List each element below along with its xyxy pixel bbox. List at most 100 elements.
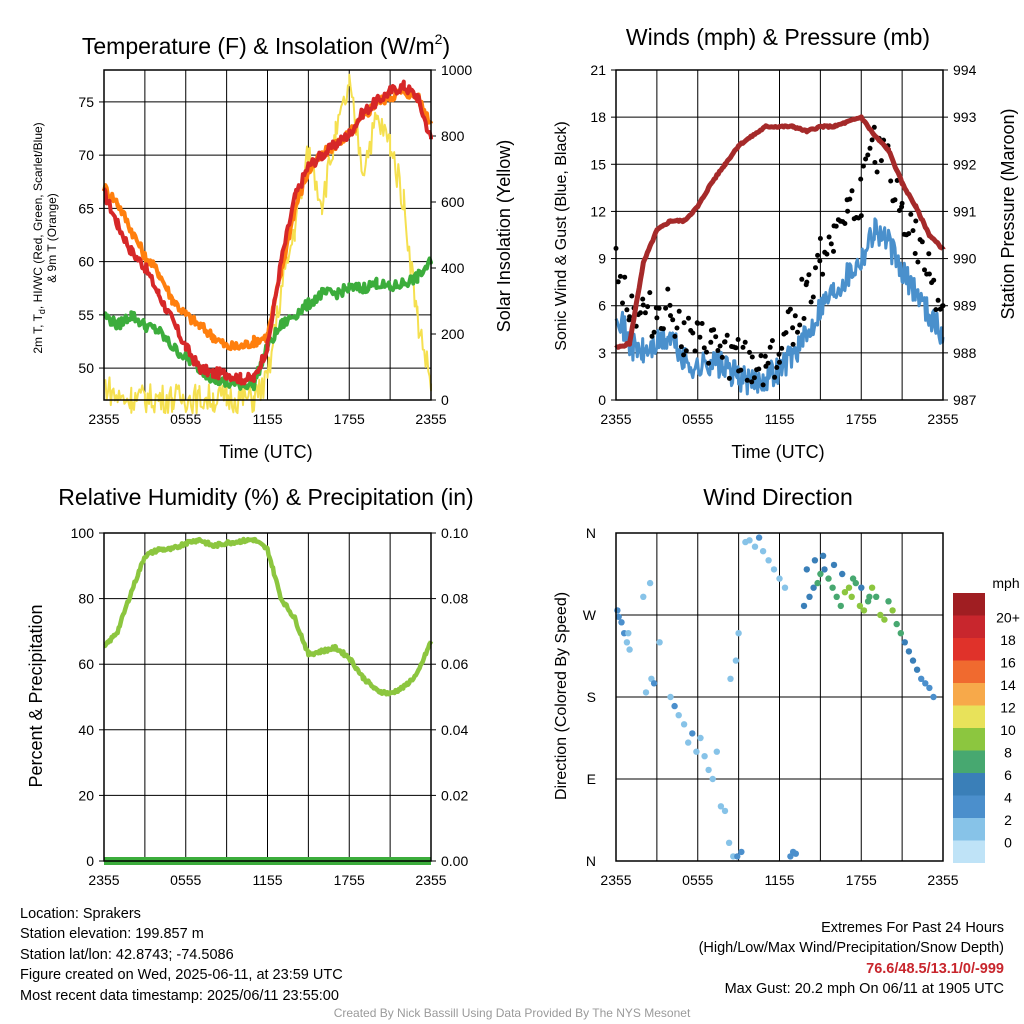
legend-label: 18 — [1000, 632, 1016, 648]
wind-gust-point — [860, 163, 866, 169]
temperature-ylabel-b: , HI/WC (Red, Green, Scarlet/Blue) — [31, 122, 45, 309]
direction-point — [735, 630, 742, 637]
humidity-panel: 2355 0555 1155 1755 2355 0 20 40 60 80 100 0.00 0.02… — [71, 525, 469, 888]
direction-tick-label: S — [587, 689, 596, 705]
temperature-ylabel-a: 2m T, T — [31, 313, 45, 353]
direction-point — [901, 639, 908, 646]
direction-point — [732, 657, 740, 664]
right-tick-label: 994 — [953, 62, 977, 78]
x-tick-label: 2355 — [927, 411, 958, 427]
x-tick-label: 0555 — [170, 872, 201, 888]
wind-gust-point — [711, 327, 717, 333]
direction-point — [701, 753, 708, 760]
temperature-xlabel: Time (UTC) — [219, 442, 312, 462]
x-tick-label: 1755 — [334, 872, 365, 888]
legend-swatch — [953, 750, 985, 773]
wind-gust-point — [892, 197, 898, 203]
wind-gust-point — [849, 188, 855, 194]
x-tick-label: 1755 — [846, 411, 877, 427]
right-tick-label: 0 — [441, 392, 449, 408]
left-tick-label: 55 — [78, 307, 94, 323]
wind-gust-point — [926, 251, 932, 257]
right-tick-label: 988 — [953, 345, 977, 361]
left-tick-label: 60 — [78, 254, 94, 270]
winds-ylabel: Sonic Wind & Gust (Blue, Black) — [553, 121, 570, 350]
left-tick-label: 15 — [590, 156, 606, 172]
legend-label: 6 — [1004, 767, 1012, 783]
wind-gust-point — [779, 345, 785, 351]
wind-gust-point — [871, 124, 877, 130]
humidity-line — [102, 536, 434, 697]
direction-point — [721, 807, 729, 815]
temperature-title-sup: 2 — [435, 31, 443, 47]
left-tick-label: 40 — [78, 722, 94, 738]
wind-gust-point — [765, 360, 771, 366]
right-tick-label: 0.08 — [441, 591, 468, 607]
left-tick-label: 21 — [590, 62, 606, 78]
wind-speed-line — [614, 217, 945, 396]
plot-border — [615, 69, 944, 401]
wind-gust-point — [810, 294, 816, 300]
wind-gust-point — [874, 169, 880, 175]
direction-point — [709, 775, 716, 783]
wind-gust-point — [831, 248, 836, 254]
wind-gust-point — [896, 208, 902, 213]
temperature-title-end: ) — [442, 33, 450, 59]
direction-point — [759, 548, 767, 555]
direction-point — [667, 693, 674, 701]
direction-point — [646, 579, 654, 587]
extremes-values: 76.6/48.5/13.1/0/-999 — [866, 960, 1004, 977]
wind-gust-point — [624, 307, 630, 313]
direction-point — [755, 534, 763, 541]
plot-border — [103, 532, 432, 862]
wind-gust-point — [792, 313, 798, 319]
direction-point — [893, 620, 900, 628]
direction-point — [868, 584, 876, 591]
direction-point — [839, 570, 846, 578]
wind-gust-point — [722, 339, 728, 345]
wind-gust-point — [627, 314, 633, 320]
wind-gust-point — [672, 333, 678, 339]
direction-point — [734, 853, 741, 860]
legend-swatch — [953, 638, 985, 661]
direction-point — [849, 575, 857, 582]
direction-point — [781, 584, 789, 591]
recent-timestamp: Most recent data timestamp: 2025/06/11 2… — [20, 987, 339, 1004]
legend-label: 12 — [1000, 700, 1016, 716]
wind-gust-point — [686, 315, 691, 321]
wind-gust-point — [738, 367, 744, 373]
direction-point — [689, 730, 696, 737]
left-tick-label: 0 — [598, 392, 606, 408]
legend-swatch — [953, 773, 985, 796]
wind-gust-point — [817, 236, 823, 241]
wind-gust-point — [717, 343, 723, 349]
station-latlon: Station lat/lon: 42.8743; -74.5086 — [20, 946, 234, 963]
direction-point — [685, 739, 692, 746]
legend-swatch — [953, 840, 985, 863]
wind-gust-point — [642, 310, 648, 316]
left-tick-label: 12 — [590, 203, 606, 219]
direction-point — [717, 803, 725, 810]
temperature-title: Temperature (F) & Insolation (W/m2) — [82, 31, 450, 59]
x-tick-label: 0555 — [682, 411, 713, 427]
direction-point — [746, 537, 753, 544]
winds-panel: 2355 0555 1155 1755 2355 0 3 6 9 12 15 18 21 987 988 98… — [590, 62, 976, 427]
legend-swatch — [953, 683, 985, 706]
direction-point — [837, 602, 844, 610]
pressure-line — [614, 114, 946, 351]
wind-gust-point — [640, 302, 646, 308]
wind-gust-point — [813, 265, 818, 271]
right-tick-label: 0.02 — [441, 787, 468, 803]
wind-gust-point — [824, 251, 830, 257]
legend-swatch — [953, 818, 985, 841]
x-tick-label: 1155 — [252, 411, 282, 427]
direction-point — [800, 602, 808, 610]
direction-point — [792, 850, 799, 857]
legend-swatch — [953, 795, 985, 818]
x-tick-label: 1755 — [846, 872, 877, 888]
legend-swatch — [953, 705, 985, 728]
wind-gust-point — [933, 307, 939, 313]
direction-point — [885, 598, 892, 605]
direction-point — [765, 557, 772, 564]
wind-gust-point — [670, 317, 676, 323]
